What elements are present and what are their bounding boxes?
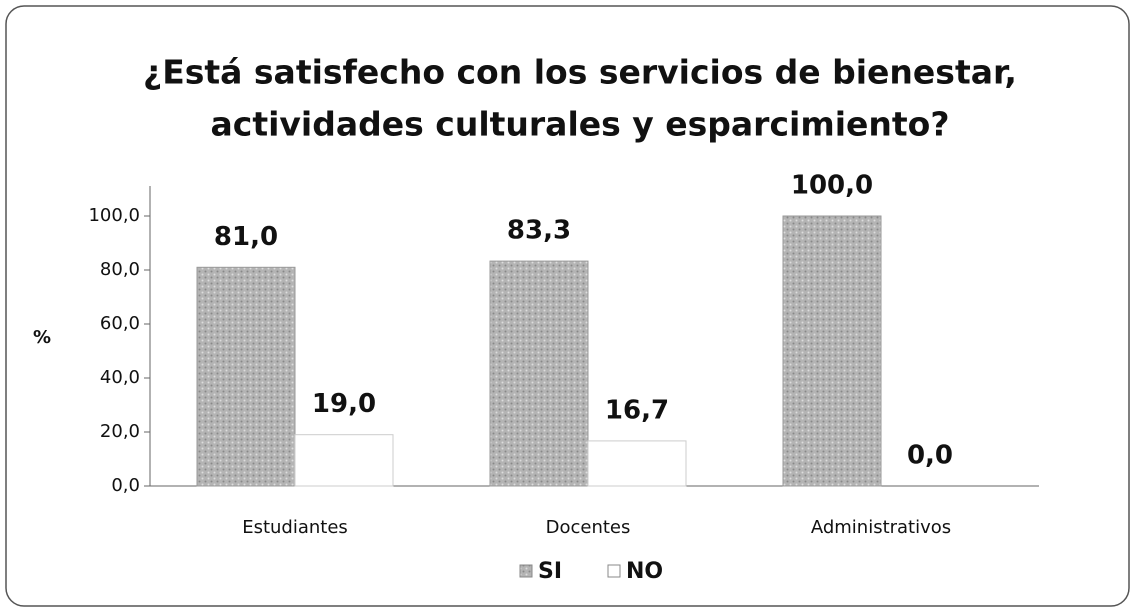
y-tick-label: 100,0 [88, 205, 140, 226]
y-tick-label: 80,0 [100, 259, 140, 280]
y-axis-label: % [33, 327, 51, 348]
chart-title: ¿Está satisfecho con los servicios de bi… [143, 53, 1017, 92]
value-label: 19,0 [312, 389, 376, 419]
y-tick-label: 20,0 [100, 421, 140, 442]
bar [587, 440, 687, 487]
bar [196, 266, 296, 487]
legend-swatch [607, 564, 621, 578]
legend-swatch [519, 564, 533, 578]
bar [782, 215, 882, 487]
bar [489, 260, 589, 487]
value-label: 81,0 [214, 222, 278, 252]
value-label: 16,7 [605, 395, 669, 425]
x-tick-label: Estudiantes [242, 517, 348, 538]
value-label: 100,0 [791, 171, 873, 201]
y-tick-label: 0,0 [111, 475, 140, 496]
value-label: 0,0 [907, 441, 953, 471]
bar [294, 434, 394, 487]
legend-label: NO [626, 559, 663, 584]
legend-label: SI [538, 559, 562, 584]
y-tick-label: 40,0 [100, 367, 140, 388]
x-tick-label: Docentes [546, 517, 631, 538]
y-tick-label: 60,0 [100, 313, 140, 334]
chart-title: actividades culturales y esparcimiento? [211, 105, 950, 144]
x-tick-label: Administrativos [811, 517, 951, 538]
value-label: 83,3 [507, 216, 571, 246]
